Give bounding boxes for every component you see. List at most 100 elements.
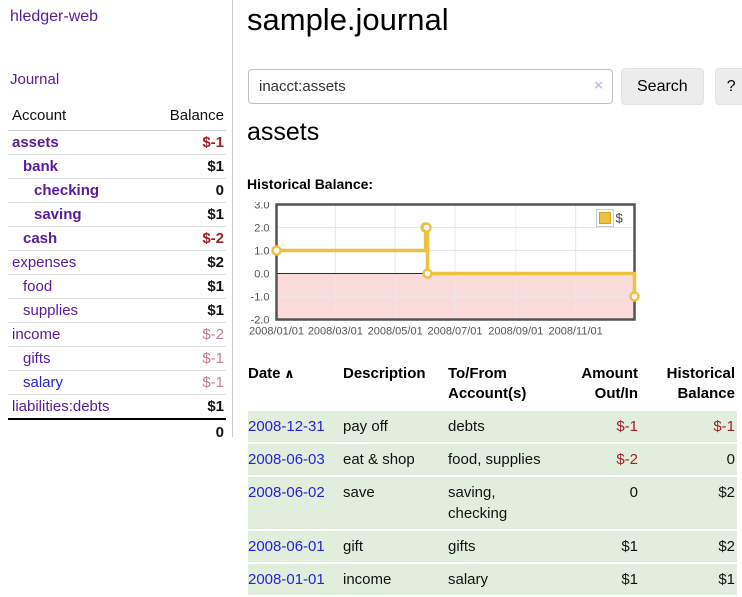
transaction-date-link[interactable]: 2008-06-02 — [248, 483, 325, 501]
y-tick-label: 2.0 — [254, 223, 269, 235]
accounts-cell: salary — [448, 562, 552, 597]
legend-label: $ — [616, 211, 624, 226]
y-tick-label: 3.0 — [254, 202, 269, 212]
y-tick-label: -1.0 — [251, 292, 270, 304]
balance-cell: $1 — [640, 562, 737, 597]
x-tick-label: 2008/09/01 — [488, 326, 543, 338]
transaction-date-link[interactable]: 2008-06-03 — [248, 450, 325, 468]
register-header-to-from: To/From Account(s) — [448, 365, 527, 403]
description-cell: gift — [343, 529, 448, 564]
amount-cell: $1 — [552, 562, 640, 597]
x-tick-label: 2008/07/01 — [427, 326, 482, 338]
x-tick-label: 2008/03/01 — [308, 326, 363, 338]
account-link-gifts[interactable]: gifts — [23, 350, 51, 367]
accounts-header-balance: Balance — [145, 104, 226, 131]
account-link-checking[interactable]: checking — [34, 182, 100, 199]
account-row: food $1 — [8, 274, 226, 299]
account-link-liabilities-debts[interactable]: liabilities:debts — [12, 398, 110, 415]
account-row: bank $1 — [8, 154, 226, 179]
y-tick-label: 0.0 — [254, 269, 269, 281]
accounts-table: Account Balance assets $-1 bank $1 checking 0… — [8, 104, 226, 445]
account-link-supplies[interactable]: supplies — [23, 302, 79, 319]
register-row: 2008-06-03 eat & shop food, supplies $-2 0 — [248, 442, 737, 477]
accounts-header-account: Account — [8, 104, 146, 131]
balance-cell: $2 — [640, 475, 737, 531]
account-balance: $1 — [145, 274, 226, 299]
account-link-saving[interactable]: saving — [34, 206, 82, 223]
account-link-bank[interactable]: bank — [23, 158, 59, 175]
account-balance: $1 — [145, 154, 226, 179]
account-balance: $-2 — [145, 226, 226, 251]
accounts-cell: food, supplies — [448, 442, 552, 477]
transaction-date-link[interactable]: 2008-06-01 — [248, 537, 325, 555]
accounts-cell: gifts — [448, 529, 552, 564]
y-tick-label: 1.0 — [254, 246, 269, 258]
register-header-date[interactable]: Date ∧ — [248, 365, 295, 382]
account-row: liabilities:debts $1 — [8, 395, 226, 420]
account-balance: $-1 — [145, 346, 226, 371]
account-link-salary[interactable]: salary — [23, 374, 64, 391]
accounts-cell: saving, checking — [448, 475, 552, 531]
transaction-date-link[interactable]: 2008-01-01 — [248, 570, 325, 588]
help-button[interactable]: ? — [714, 68, 742, 105]
account-link-assets[interactable]: assets — [12, 134, 59, 151]
account-balance: $-2 — [145, 322, 226, 347]
accounts-cell: debts — [448, 410, 552, 444]
account-link-food[interactable]: food — [23, 278, 53, 295]
y-tick-label: -2.0 — [251, 315, 270, 327]
account-row: assets $-1 — [8, 130, 226, 155]
account-balance: $-1 — [145, 130, 226, 155]
search-form: × Search ? — [248, 68, 742, 105]
date-cell: 2008-06-01 — [248, 529, 343, 564]
data-point-marker — [271, 245, 282, 256]
account-row: salary $-1 — [8, 370, 226, 395]
register-row: 2008-12-31 pay off debts $-1 $-1 — [248, 410, 737, 444]
register-row: 2008-06-01 gift gifts $1 $2 — [248, 529, 737, 564]
account-balance: $1 — [145, 202, 226, 227]
amount-cell: $-2 — [552, 442, 640, 477]
balance-cell: 0 — [640, 442, 737, 477]
account-row: expenses $2 — [8, 250, 226, 275]
search-button[interactable]: Search — [621, 68, 704, 105]
register-header-description: Description — [343, 365, 426, 382]
account-balance: $1 — [207, 398, 224, 415]
account-link-cash[interactable]: cash — [23, 230, 58, 247]
register-header-row: Date ∧ Description To/From Account(s) Amount… — [248, 362, 737, 411]
date-cell: 2008-12-31 — [248, 410, 343, 444]
legend-swatch — [599, 212, 611, 224]
account-row: supplies $1 — [8, 298, 226, 323]
date-cell: 2008-01-01 — [248, 562, 343, 597]
account-row: saving $1 — [8, 202, 226, 227]
sidebar: hledger-web Journal Account Balance asse… — [0, 0, 232, 582]
brand-link[interactable]: hledger-web — [10, 8, 99, 25]
accounts-total-value: 0 — [8, 418, 226, 445]
chart-title: Historical Balance: — [247, 176, 374, 192]
account-balance: $-1 — [145, 370, 226, 395]
description-cell: eat & shop — [343, 442, 448, 477]
account-balance: $2 — [145, 250, 226, 275]
date-cell: 2008-06-03 — [248, 442, 343, 477]
account-row: gifts $-1 — [8, 346, 226, 371]
balance-cell: $-1 — [640, 410, 737, 444]
register-table: Date ∧ Description To/From Account(s) Amount… — [248, 362, 737, 597]
account-heading: assets — [247, 118, 320, 146]
search-box: × — [248, 69, 613, 104]
x-tick-label: 2008/01/01 — [249, 326, 304, 338]
plot-border — [275, 203, 636, 321]
account-link-expenses[interactable]: expenses — [12, 254, 77, 271]
amount-cell: $1 — [552, 529, 640, 564]
description-cell: pay off — [343, 410, 448, 444]
data-point-marker — [629, 291, 640, 302]
transaction-date-link[interactable]: 2008-12-31 — [248, 417, 325, 435]
account-balance: 0 — [145, 178, 226, 203]
sort-asc-icon: ∧ — [280, 366, 295, 381]
account-link-income[interactable]: income — [12, 326, 61, 343]
account-balance: $1 — [145, 298, 226, 323]
sidebar-item-journal[interactable]: Journal — [10, 71, 60, 88]
search-input[interactable] — [248, 69, 613, 104]
x-tick-label: 2008/05/01 — [368, 326, 423, 338]
date-cell: 2008-06-02 — [248, 475, 343, 531]
amount-cell: $-1 — [552, 410, 640, 444]
register-row: 2008-01-01 income salary $1 $1 — [248, 562, 737, 597]
clear-search-icon[interactable]: × — [594, 77, 603, 94]
